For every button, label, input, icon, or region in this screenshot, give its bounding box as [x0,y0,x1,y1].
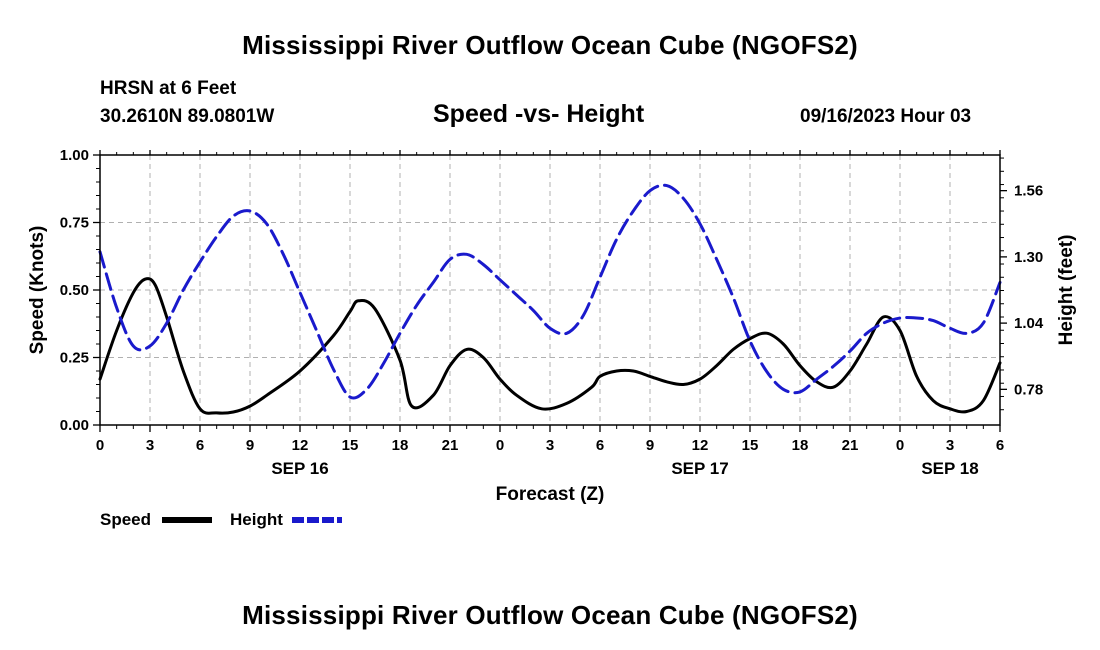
x-date-label: SEP 16 [271,459,328,478]
y-left-axis-title: Speed (Knots) [27,226,48,355]
height-series-line [98,183,1002,400]
x-tick-label: 3 [146,437,154,454]
legend-speed-label: Speed [100,510,152,529]
y-left-tick-label: 0.25 [60,350,89,367]
x-tick-label: 9 [246,437,254,454]
x-tick-label: 12 [692,437,709,454]
x-date-label: SEP 18 [921,459,978,478]
y-right-axis-title: Height (feet) [1056,235,1077,346]
x-tick-label: 3 [546,437,554,454]
y-right-tick-label: 1.30 [1014,249,1043,266]
x-tick-label: 3 [946,437,954,454]
station-label: HRSN at 6 Feet [100,78,237,99]
x-tick-label: 15 [742,437,759,454]
x-tick-label: 6 [996,437,1004,454]
x-tick-label: 6 [196,437,204,454]
grid [100,155,1000,425]
x-tick-label: 0 [96,437,104,454]
speed-series-line [98,277,1002,415]
chart-title-top: Mississippi River Outflow Ocean Cube (NG… [242,30,858,60]
chart-subtitle: Speed -vs- Height [433,100,645,128]
series-layer [98,183,1002,415]
x-tick-label: 0 [496,437,504,454]
x-tick-label: 12 [292,437,309,454]
x-tick-label: 15 [342,437,359,454]
x-date-label: SEP 17 [671,459,728,478]
y-left-tick-label: 0.50 [60,282,89,299]
x-tick-label: 21 [842,437,859,454]
y-left-tick-label: 1.00 [60,147,89,164]
x-tick-label: 6 [596,437,604,454]
x-tick-label: 21 [442,437,459,454]
y-left-tick-label: 0.00 [60,417,89,434]
legend-height-label: Height [230,510,283,529]
axes: 0 3 6 9 12 15 18 21 0 3 6 9 12 15 18 21 0 3 6 0.00 0.25 0.50 0… [27,147,1077,505]
chart-title-bottom: Mississippi River Outflow Ocean Cube (NG… [242,600,858,630]
x-tick-label: 9 [646,437,654,454]
x-tick-label: 0 [896,437,904,454]
x-tick-label: 18 [392,437,409,454]
x-tick-label: 18 [792,437,809,454]
y-right-tick-label: 1.04 [1014,315,1044,332]
coordinates-label: 30.2610N 89.0801W [100,106,275,127]
y-left-tick-label: 0.75 [60,215,89,232]
datetime-label: 09/16/2023 Hour 03 [800,106,972,127]
y-right-tick-label: 1.56 [1014,183,1043,200]
x-axis-title: Forecast (Z) [496,484,605,505]
y-right-tick-label: 0.78 [1014,381,1043,398]
